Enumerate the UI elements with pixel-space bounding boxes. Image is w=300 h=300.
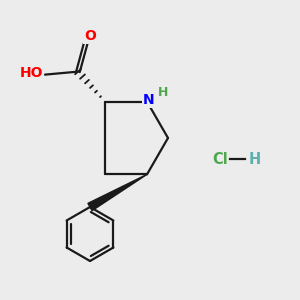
Text: O: O xyxy=(84,29,96,43)
Text: N: N xyxy=(143,93,154,107)
Text: Cl: Cl xyxy=(212,152,228,166)
Text: HO: HO xyxy=(20,66,43,80)
Text: H: H xyxy=(249,152,261,166)
Polygon shape xyxy=(88,174,147,211)
Text: H: H xyxy=(158,86,168,99)
